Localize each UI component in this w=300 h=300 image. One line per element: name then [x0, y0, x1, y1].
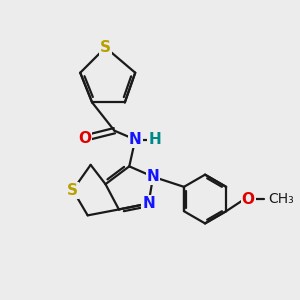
Text: N: N: [142, 196, 155, 211]
Text: CH₃: CH₃: [268, 192, 294, 206]
Text: N: N: [129, 132, 142, 147]
Text: S: S: [100, 40, 111, 55]
Text: S: S: [67, 183, 78, 198]
Text: O: O: [78, 130, 91, 146]
Text: H: H: [148, 132, 161, 147]
Text: O: O: [242, 191, 255, 206]
Text: N: N: [147, 169, 159, 184]
